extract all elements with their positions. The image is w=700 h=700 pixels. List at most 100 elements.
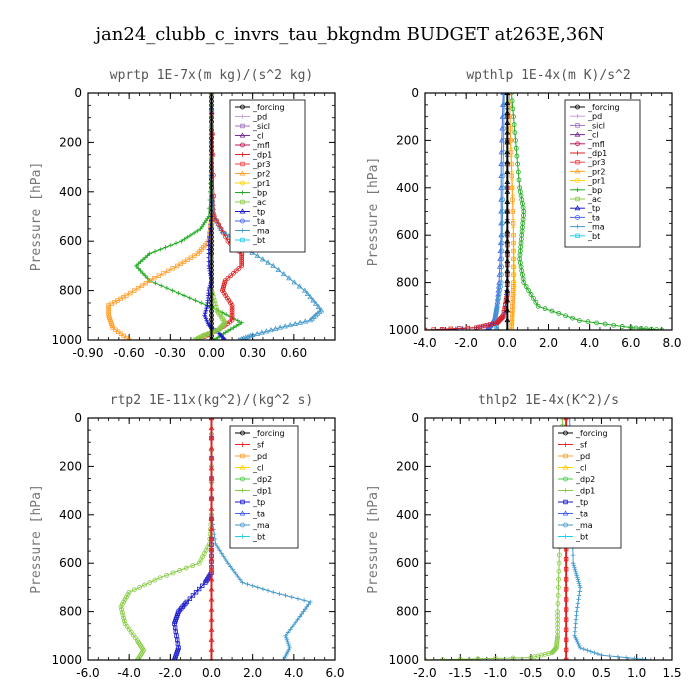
data-point xyxy=(501,93,507,96)
data-point xyxy=(574,609,579,614)
data-point xyxy=(258,329,265,335)
data-point xyxy=(508,150,514,155)
data-point xyxy=(301,598,307,603)
x-tick-label: -4.0 xyxy=(413,336,436,350)
y-tick-label: 400 xyxy=(396,181,419,195)
figure-title: jan24_clubb_c_invrs_tau_bkgndm BUDGET at… xyxy=(93,24,604,45)
legend-label: _pr1 xyxy=(252,179,270,188)
legend-label: _dp1 xyxy=(252,151,272,160)
y-tick-label: 400 xyxy=(59,185,82,199)
data-point xyxy=(120,612,126,618)
data-point xyxy=(142,582,148,588)
data-point xyxy=(170,288,175,293)
data-point xyxy=(494,327,500,330)
x-tick-label: 6.0 xyxy=(621,336,640,350)
data-point xyxy=(299,611,304,617)
data-point xyxy=(302,606,308,612)
legend-marker xyxy=(240,199,245,205)
panel-title: wpthlp 1E-4x(m K)/s^2 xyxy=(466,68,630,83)
data-point xyxy=(494,325,500,330)
y-tick-label: 600 xyxy=(396,228,419,242)
data-point xyxy=(206,259,211,264)
data-point xyxy=(173,629,179,634)
legend-marker xyxy=(575,114,580,119)
data-point xyxy=(192,337,198,340)
data-point xyxy=(499,264,504,270)
legend: _forcing_pd_sicl_cl_mfl_dp1_pr3_pr2_pr1_… xyxy=(229,99,306,253)
data-point xyxy=(283,653,288,659)
data-point xyxy=(231,270,236,276)
data-point xyxy=(225,275,231,281)
data-point xyxy=(312,312,319,318)
data-point xyxy=(172,621,177,626)
data-point xyxy=(177,568,182,573)
y-tick-label: 400 xyxy=(59,508,82,522)
data-point xyxy=(228,327,233,332)
data-point xyxy=(510,209,516,214)
data-point xyxy=(528,292,534,297)
data-point xyxy=(158,283,164,288)
data-point xyxy=(172,657,177,660)
data-point xyxy=(511,240,516,246)
data-point xyxy=(280,271,287,277)
legend-label: _ta xyxy=(252,510,265,519)
data-point xyxy=(119,601,125,607)
data-point xyxy=(219,324,224,329)
data-point xyxy=(181,293,187,298)
legend-marker xyxy=(240,430,245,436)
data-point xyxy=(498,149,505,155)
data-point xyxy=(131,288,137,293)
data-point xyxy=(287,645,292,651)
data-point xyxy=(174,637,180,643)
x-tick-label: 0.60 xyxy=(280,346,307,360)
y-tick-label: 800 xyxy=(59,284,82,298)
data-point xyxy=(164,285,170,291)
data-point xyxy=(135,285,141,291)
legend-label: _bt xyxy=(252,236,265,245)
data-point xyxy=(499,240,505,246)
data-point xyxy=(513,145,519,151)
data-point xyxy=(142,255,148,260)
data-point xyxy=(570,552,576,558)
legend-label: _forcing xyxy=(587,103,620,112)
series-line xyxy=(510,93,662,330)
data-point xyxy=(575,639,580,645)
data-point xyxy=(126,337,132,340)
legend-marker xyxy=(574,168,581,174)
legend-marker xyxy=(563,476,568,482)
data-point xyxy=(121,615,127,621)
data-point xyxy=(572,565,577,570)
x-tick-label: -1.0 xyxy=(484,666,507,680)
data-point xyxy=(223,312,229,317)
data-point xyxy=(135,657,140,660)
data-point xyxy=(515,161,521,167)
data-point xyxy=(560,418,566,421)
data-point xyxy=(511,248,516,254)
data-point xyxy=(234,323,239,329)
data-point xyxy=(307,294,314,300)
legend-marker xyxy=(575,150,580,156)
data-point xyxy=(309,315,316,321)
data-point xyxy=(633,325,639,330)
data-point xyxy=(293,620,298,626)
data-point xyxy=(648,657,654,660)
data-point xyxy=(213,328,219,334)
data-point xyxy=(594,320,599,326)
x-tick-label: 1.0 xyxy=(627,666,646,680)
data-point xyxy=(121,618,127,624)
x-tick-label: 2.0 xyxy=(539,336,558,350)
data-point xyxy=(170,266,175,271)
data-point xyxy=(215,544,220,550)
data-point xyxy=(143,280,149,286)
data-point xyxy=(498,172,505,178)
data-point xyxy=(268,327,274,333)
data-point xyxy=(206,251,211,256)
x-tick-label: -4.0 xyxy=(117,666,140,680)
plot-frame xyxy=(87,417,336,661)
data-point xyxy=(212,337,217,340)
legend-box xyxy=(552,425,622,549)
data-point xyxy=(292,320,299,326)
data-point xyxy=(126,589,132,595)
data-point xyxy=(315,303,322,310)
data-point xyxy=(131,587,137,593)
